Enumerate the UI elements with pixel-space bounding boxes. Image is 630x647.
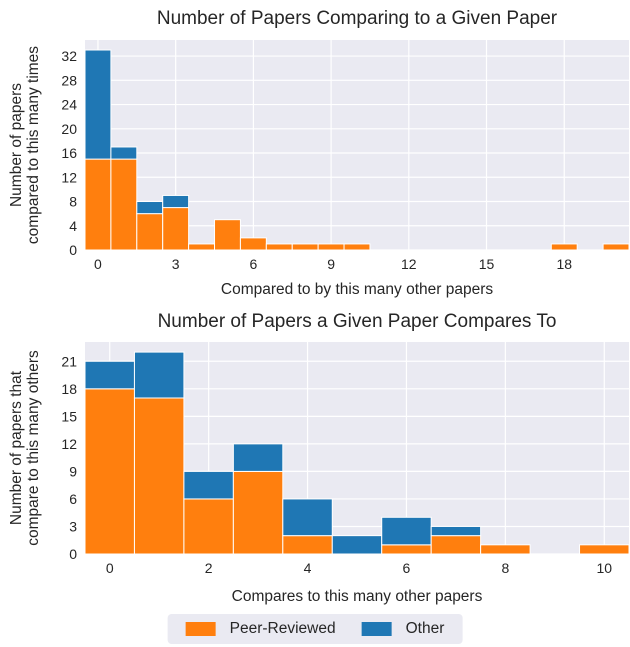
bar-segment-other [85,49,112,160]
y-tick-label: 32 [61,48,77,64]
chart-1: 0 2 4 6 8 10 0 3 6 9 12 15 18 21 [61,342,629,576]
bottom-chart-title: Number of Papers a Given Paper Compares … [157,311,557,332]
bar-segment-peer-reviewed [602,243,629,250]
bar-segment-peer-reviewed [550,243,578,250]
y-tick-label: 24 [61,97,77,113]
top-chart-title: Number of Papers Comparing to a Given Pa… [156,8,558,29]
y-tick-label: 8 [69,194,77,210]
bar-segment-other [381,516,432,546]
x-tick-label: 18 [556,256,572,272]
bar-segment-peer-reviewed [133,397,185,554]
y-tick-label: 20 [61,121,77,137]
bar-segment-other [136,201,164,215]
bar-segment-other [183,470,234,500]
bar-segment-other [162,194,190,209]
y-tick-label: 28 [61,72,77,88]
bar-segment-peer-reviewed [85,388,135,554]
bar-segment-peer-reviewed [239,237,267,250]
x-tick-label: 15 [479,256,495,272]
x-tick-label: 0 [94,256,102,272]
bar-segment-other [133,351,185,399]
legend: Peer-Reviewed Other [167,614,463,644]
y-tick-label: 12 [61,169,77,185]
y-axis-label-line: compared to this many times [25,45,42,245]
bar-segment-other [110,146,138,160]
bar-segment-peer-reviewed [232,470,284,554]
x-tick-label: 3 [172,256,180,272]
bar-segment-other [430,525,482,537]
x-tick-label: 2 [205,560,213,576]
bottom-chart-y-axis-label: Number of papers that compare to this ma… [8,342,42,554]
y-tick-label: 9 [69,463,77,479]
bar-segment-peer-reviewed [265,243,293,250]
y-tick-label: 4 [69,218,77,234]
x-tick-label: 9 [327,256,335,272]
bar-segment-peer-reviewed [430,535,482,554]
y-tick-label: 15 [61,408,77,424]
bars [85,49,629,250]
y-axis-label-line: Number of papers [8,82,25,208]
bar-segment-peer-reviewed [343,243,371,250]
bar-segment-peer-reviewed [381,544,432,554]
bar-segment-peer-reviewed [188,243,216,250]
bar-segment-peer-reviewed [110,158,138,250]
legend-swatch-peer-reviewed [185,622,216,636]
y-tick-label: 12 [61,436,77,452]
x-tick-label: 6 [249,256,257,272]
y-axis-label-line: compare to this many others [25,350,42,546]
y-tick-label: 21 [61,353,77,369]
x-tick-label: 4 [304,560,312,576]
y-tick-label: 18 [61,381,77,397]
x-tick-label: 8 [501,560,509,576]
bar-segment-peer-reviewed [85,158,112,250]
chart-0: 0 3 6 9 12 15 18 0 4 8 12 16 20 24 28 32 [61,40,629,272]
bar-segment-peer-reviewed [480,544,531,554]
y-tick-label: 16 [61,145,77,161]
y-tick-label: 0 [69,242,77,258]
bar-segment-peer-reviewed [291,243,319,250]
bar-segment-peer-reviewed [136,213,164,250]
bar-segment-peer-reviewed [183,498,234,554]
x-tick-label: 10 [596,560,612,576]
bottom-chart-x-axis-label: Compares to this many other papers [231,588,483,605]
x-tick-label: 0 [106,560,114,576]
y-tick-label: 3 [69,518,77,534]
bar-segment-peer-reviewed [579,544,629,554]
legend-swatch-other [361,622,392,636]
bars [85,351,629,554]
y-tick-label: 6 [69,491,77,507]
legend-label-other: Other [405,620,445,637]
y-tick-label: 0 [69,546,77,562]
x-tick-label: 6 [403,560,411,576]
y-axis-label-line: Number of papers that [8,370,25,526]
legend-label-peer-reviewed: Peer-Reviewed [229,620,336,637]
bar-segment-peer-reviewed [282,535,333,554]
bar-segment-peer-reviewed [214,219,241,250]
top-chart-x-axis-label: Compared to by this many other papers [220,281,494,298]
bar-segment-other [85,360,135,390]
bar-segment-other [232,443,284,472]
bar-segment-other [282,498,333,537]
x-tick-label: 12 [401,256,417,272]
bar-segment-peer-reviewed [162,207,190,250]
top-chart-y-axis-label: Number of papers compared to this many t… [8,40,42,250]
bar-segment-peer-reviewed [317,243,345,250]
bar-segment-other [331,535,383,554]
